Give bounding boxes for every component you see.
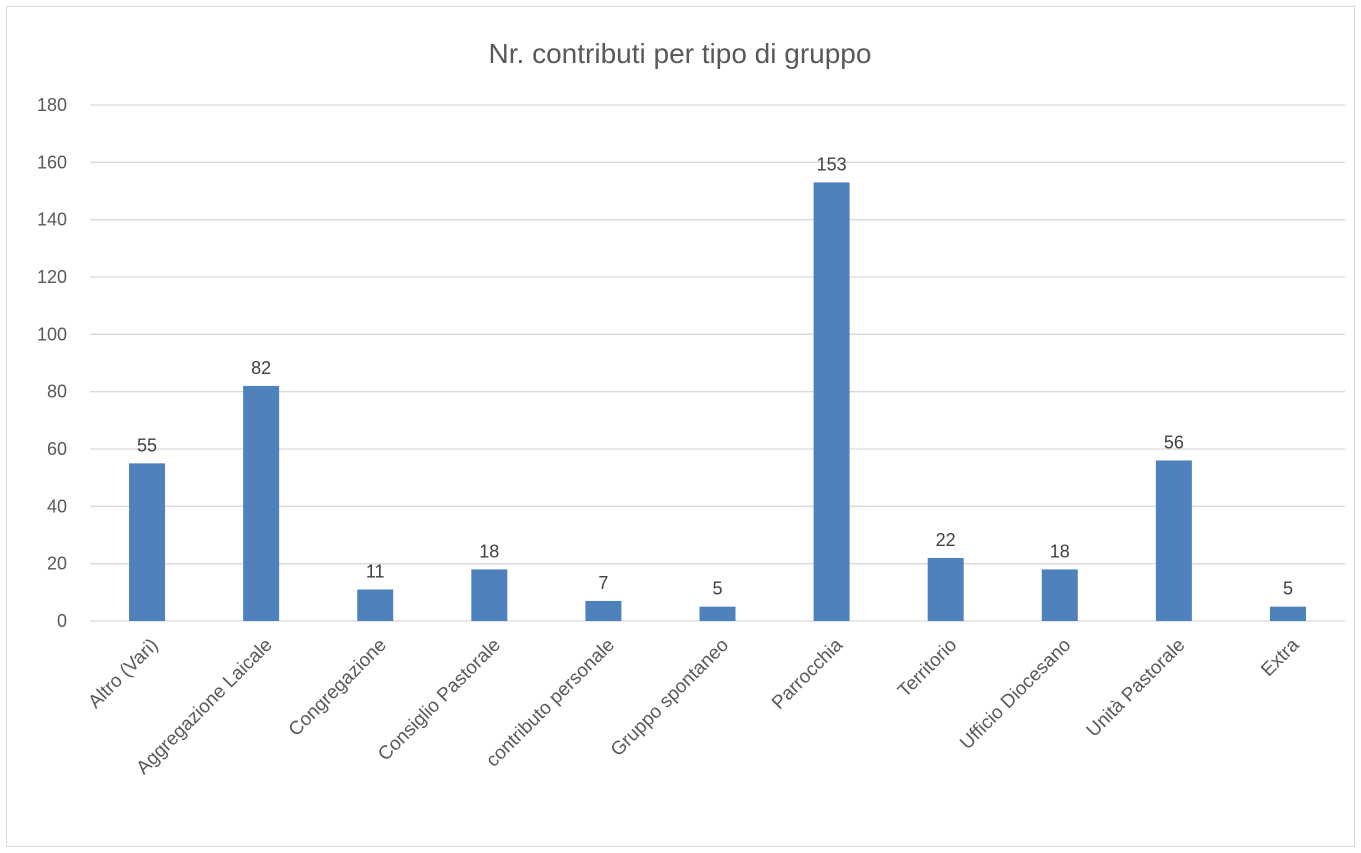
bar — [243, 385, 280, 621]
bar — [813, 182, 850, 621]
x-category-label: Altro (Vari) — [85, 635, 163, 713]
y-tick-label: 140 — [37, 210, 67, 230]
data-labels: 55 82 11 18 7 5 153 22 18 56 5 — [137, 154, 1293, 598]
bar — [699, 606, 736, 621]
data-label: 5 — [1283, 579, 1293, 599]
bar — [1155, 460, 1192, 621]
bars — [129, 182, 1306, 621]
data-label: 22 — [936, 530, 956, 550]
x-category-label: Gruppo spontaneo — [607, 635, 733, 761]
bar — [357, 589, 394, 621]
chart-area — [6, 6, 1355, 847]
x-category-label: Ufficio Diocesano — [956, 635, 1075, 754]
bar — [1269, 606, 1306, 621]
y-tick-label: 160 — [37, 152, 67, 172]
x-category-label: Consiglio Pastorale — [374, 635, 505, 766]
x-category-label: Unità Pastorale — [1083, 635, 1190, 742]
x-category-label: Territorio — [894, 635, 961, 702]
y-tick-label: 120 — [37, 267, 67, 287]
data-label: 82 — [251, 358, 271, 378]
bar — [927, 557, 964, 621]
chart-title: Nr. contributi per tipo di gruppo — [489, 38, 872, 69]
data-label: 55 — [137, 435, 157, 455]
gridlines — [90, 104, 1345, 622]
data-label: 56 — [1164, 432, 1184, 452]
y-tick-label: 100 — [37, 324, 67, 344]
data-label: 11 — [366, 561, 385, 581]
x-category-label: Extra — [1257, 634, 1304, 681]
x-category-label: Congregazione — [285, 635, 391, 741]
bar — [129, 463, 166, 621]
bar — [471, 569, 508, 621]
y-tick-label: 60 — [47, 439, 67, 459]
y-tick-label: 80 — [47, 382, 67, 402]
x-category-label: contributo personale — [482, 635, 619, 772]
data-label: 7 — [598, 573, 608, 593]
y-tick-label: 180 — [37, 95, 67, 115]
x-axis-categories: Altro (Vari)Aggregazione Laicale Congrega… — [85, 634, 1304, 778]
data-label: 153 — [817, 154, 847, 174]
y-tick-label: 0 — [57, 611, 67, 631]
y-tick-label: 40 — [47, 496, 67, 516]
x-category-label: Parrocchia — [768, 634, 847, 713]
y-tick-label: 20 — [47, 554, 67, 574]
data-label: 18 — [479, 541, 499, 561]
bar — [1041, 569, 1078, 621]
data-label: 5 — [712, 579, 722, 599]
bar — [585, 600, 622, 621]
y-axis-ticks: 0 20 40 60 80 100 120 140 160 180 — [37, 95, 67, 631]
data-label: 18 — [1050, 541, 1070, 561]
